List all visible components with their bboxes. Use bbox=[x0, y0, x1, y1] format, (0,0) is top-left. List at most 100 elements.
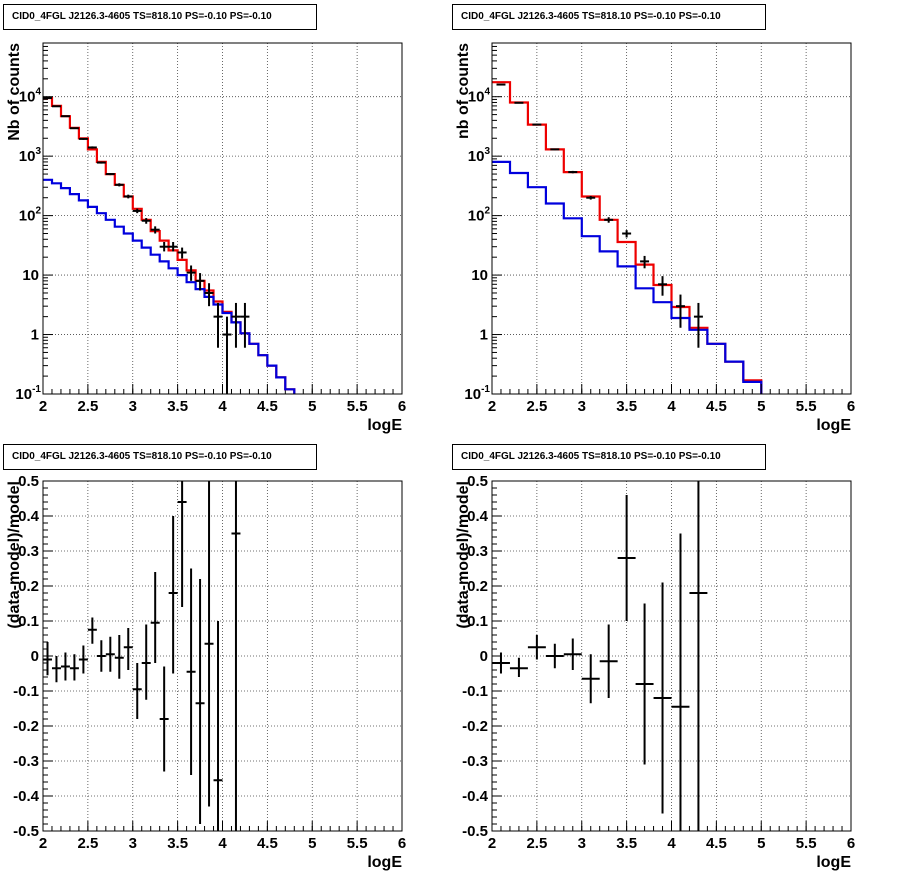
chart-panel-3: 2 2.5 3 3.5 4 4.5 5 5.5 6 -0.5 -0.4 -0.3 -0.2 -0.1 0 0.… bbox=[6, 473, 406, 871]
x-tick-label: 3.5 bbox=[167, 835, 188, 852]
x-tick-label: 5.5 bbox=[796, 398, 817, 415]
y-tick-label: 0.4 bbox=[467, 508, 489, 525]
data-point bbox=[123, 628, 133, 670]
y-tick-label: 10-1 bbox=[15, 384, 41, 403]
x-tick-label: 3 bbox=[129, 835, 137, 852]
data-point bbox=[177, 481, 187, 607]
x-tick-label: 4 bbox=[667, 835, 676, 852]
data-point bbox=[105, 636, 115, 672]
data-point bbox=[60, 115, 70, 118]
x-tick-label: 4.5 bbox=[257, 835, 278, 852]
y-tick-label: -0.1 bbox=[462, 683, 488, 700]
x-tick-label: 2 bbox=[488, 398, 496, 415]
y-tick-label: 0.1 bbox=[467, 613, 488, 630]
data-point bbox=[213, 302, 223, 348]
x-tick-label: 4.5 bbox=[257, 398, 278, 415]
data-point bbox=[43, 97, 52, 100]
data-point bbox=[532, 123, 542, 126]
data-point bbox=[51, 105, 61, 108]
data-point bbox=[195, 273, 205, 291]
x-tick-label: 3 bbox=[578, 835, 586, 852]
x-tick-label: 3 bbox=[578, 398, 586, 415]
x-tick-label: 2.5 bbox=[77, 398, 98, 415]
chart-panel-2: 2 2.5 3 3.5 4 4.5 5 5.5 6 10-1 1 10 102 103 104 logE nb … bbox=[455, 42, 855, 434]
y-axis-label: (data-model)/model bbox=[455, 481, 472, 629]
data-point bbox=[78, 645, 88, 674]
y-tick-label: 0.5 bbox=[467, 473, 488, 490]
data-point bbox=[186, 568, 196, 775]
data-point bbox=[213, 621, 223, 831]
y-axis-label: nb of counts bbox=[455, 43, 472, 139]
plot-area bbox=[43, 96, 296, 394]
panel-title-4: CID0_4FGL J2126.3-4605 TS=818.10 PS=-0.1… bbox=[452, 444, 766, 470]
data-point bbox=[622, 230, 632, 238]
x-tick-label: 5.5 bbox=[796, 835, 817, 852]
y-tick-label: 0.4 bbox=[18, 508, 40, 525]
data-point bbox=[671, 533, 690, 831]
x-tick-label: 2 bbox=[488, 835, 496, 852]
data-point bbox=[231, 481, 241, 831]
y-tick-label: -0.3 bbox=[13, 753, 39, 770]
data-point bbox=[43, 642, 52, 676]
y-axis-label: (data-model)/model bbox=[6, 481, 23, 629]
y-tick-label: 104 bbox=[19, 87, 42, 106]
data-point bbox=[675, 294, 685, 328]
data-point bbox=[132, 208, 142, 214]
y-tick-label: 0.3 bbox=[467, 543, 488, 560]
x-tick-label: 2.5 bbox=[526, 835, 547, 852]
x-tick-label: 5.5 bbox=[347, 835, 368, 852]
x-tick-label: 6 bbox=[398, 398, 406, 415]
x-tick-label: 5 bbox=[757, 398, 765, 415]
x-tick-label: 6 bbox=[398, 835, 406, 852]
data-point bbox=[689, 481, 708, 831]
y-axis-label: Nb of counts bbox=[6, 43, 23, 141]
data-point bbox=[231, 302, 241, 348]
data-point bbox=[563, 638, 582, 670]
x-tick-label: 4 bbox=[667, 398, 676, 415]
y-tick-label: 0.1 bbox=[18, 613, 39, 630]
y-tick-label: -0.1 bbox=[13, 683, 39, 700]
plot-area bbox=[43, 481, 241, 831]
y-tick-label: -0.4 bbox=[13, 788, 40, 805]
x-tick-label: 2.5 bbox=[77, 835, 98, 852]
x-tick-label: 4 bbox=[218, 398, 227, 415]
x-tick-label: 6 bbox=[847, 398, 855, 415]
y-tick-label: 0.3 bbox=[18, 543, 39, 560]
x-tick-label: 2 bbox=[39, 835, 47, 852]
panel-title-2: CID0_4FGL J2126.3-4605 TS=818.10 PS=-0.1… bbox=[452, 4, 766, 30]
data-point bbox=[159, 666, 169, 772]
y-tick-label: 10 bbox=[471, 267, 488, 284]
y-tick-label: 10-1 bbox=[464, 384, 490, 403]
data-point bbox=[204, 283, 214, 307]
x-tick-label: 5 bbox=[757, 835, 765, 852]
x-tick-label: 3.5 bbox=[616, 398, 637, 415]
data-point bbox=[599, 624, 618, 698]
x-tick-label: 3.5 bbox=[616, 835, 637, 852]
data-point bbox=[568, 170, 578, 174]
y-tick-label: 103 bbox=[468, 146, 491, 165]
plot-frame bbox=[491, 42, 852, 395]
y-tick-label: -0.2 bbox=[13, 718, 39, 735]
y-tick-label: 0.2 bbox=[18, 578, 39, 595]
y-tick-label: -0.3 bbox=[462, 753, 488, 770]
data-point bbox=[653, 582, 672, 814]
data-point bbox=[168, 516, 178, 674]
data-point bbox=[96, 161, 106, 164]
panel-title-3: CID0_4FGL J2126.3-4605 TS=818.10 PS=-0.1… bbox=[3, 444, 317, 470]
data-point bbox=[527, 635, 546, 660]
panel-title-1: CID0_4FGL J2126.3-4605 TS=818.10 PS=-0.1… bbox=[3, 4, 317, 30]
data-point bbox=[693, 302, 703, 348]
x-axis-label: logE bbox=[816, 854, 851, 871]
data-point bbox=[222, 316, 232, 394]
data-point bbox=[150, 226, 160, 234]
data-point bbox=[87, 617, 97, 644]
data-point bbox=[658, 276, 668, 296]
data-point bbox=[51, 656, 61, 683]
x-tick-label: 2.5 bbox=[526, 398, 547, 415]
y-tick-label: 0.5 bbox=[18, 473, 39, 490]
data-point bbox=[114, 635, 124, 679]
data-point bbox=[186, 265, 196, 281]
data-point bbox=[60, 652, 70, 681]
y-tick-label: -0.4 bbox=[462, 788, 489, 805]
